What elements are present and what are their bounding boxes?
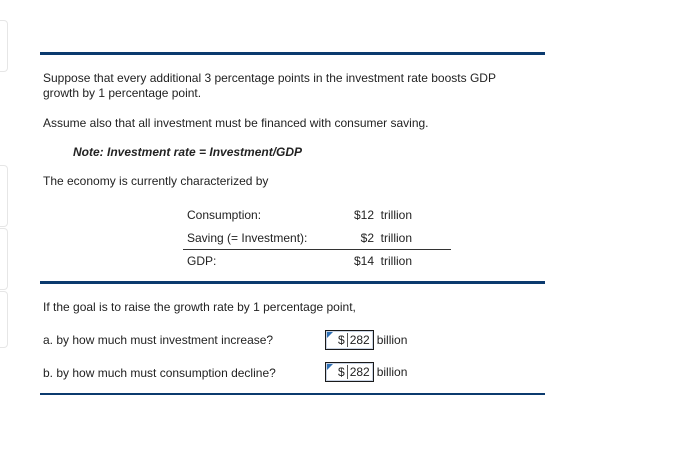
- gdp-value: $14 trillion: [353, 254, 412, 268]
- answer-a-value: 282: [346, 333, 370, 347]
- saving-label: Saving (= Investment):: [187, 231, 308, 245]
- answer-a-unit: billion: [376, 333, 408, 347]
- consumption-value: $12 trillion: [353, 208, 412, 222]
- answer-b-value: 282: [346, 365, 370, 379]
- answer-b-currency: $: [338, 365, 345, 379]
- sum-line: [183, 249, 451, 250]
- answer-b: $ 282 billion: [325, 362, 407, 382]
- answer-a-flag-icon: [327, 332, 333, 338]
- saving-value: $2 trillion: [360, 231, 412, 245]
- answer-a-field[interactable]: $ 282: [325, 330, 374, 350]
- middle-rule: [40, 281, 545, 284]
- answer-b-unit: billion: [376, 365, 408, 379]
- side-tab-3: [0, 228, 8, 290]
- bottom-rule: [40, 393, 545, 395]
- intro-line-1: Suppose that every additional 3 percenta…: [43, 71, 496, 85]
- side-tab-2: [0, 165, 8, 227]
- top-rule: [40, 52, 545, 55]
- intro-line-2: growth by 1 percentage point.: [43, 86, 202, 100]
- answer-a-currency: $: [338, 333, 345, 347]
- consumption-label: Consumption:: [187, 208, 262, 222]
- assumption-text: Assume also that all investment must be …: [43, 116, 429, 130]
- answer-b-flag-icon: [327, 364, 333, 370]
- investment-rate-note: Note: Investment rate = Investment/GDP: [73, 145, 303, 159]
- question-a-label: a. by how much must investment increase?: [43, 333, 274, 347]
- side-tab-4: [0, 291, 8, 348]
- economy-intro: The economy is currently characterized b…: [43, 174, 269, 188]
- side-tab-1: [0, 20, 8, 72]
- gdp-label: GDP:: [187, 254, 217, 268]
- answer-b-field[interactable]: $ 282: [325, 362, 374, 382]
- question-b-label: b. by how much must consumption decline?: [43, 366, 276, 380]
- goal-text: If the goal is to raise the growth rate …: [43, 300, 356, 314]
- answer-a: $ 282 billion: [325, 330, 407, 350]
